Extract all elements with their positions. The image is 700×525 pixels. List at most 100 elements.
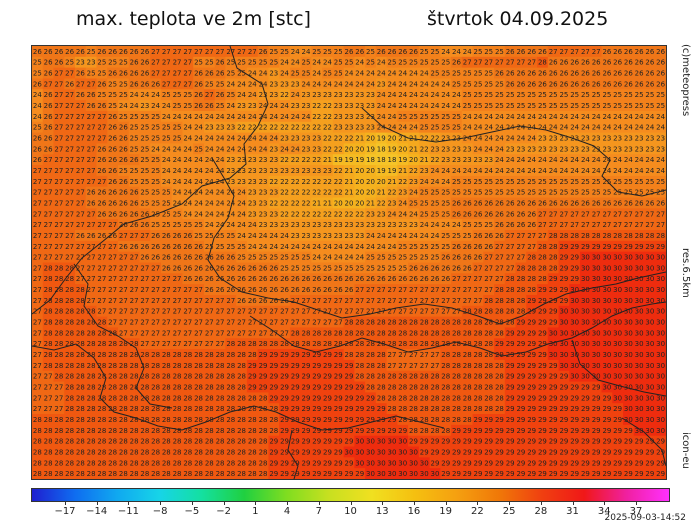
temperature-value: 25: [452, 113, 461, 121]
temperature-value: 26: [194, 91, 203, 99]
temperature-value: 29: [645, 438, 654, 446]
temperature-value: 24: [506, 124, 515, 132]
temperature-value: 30: [613, 286, 622, 294]
temperature-cell: [386, 208, 398, 220]
temperature-cell: [214, 305, 227, 318]
temperature-value: 23: [613, 145, 622, 153]
temperature-cell: [85, 262, 98, 274]
temperature-cell: [504, 381, 517, 393]
temperature-cell: [246, 446, 259, 458]
temperature-value: 24: [248, 80, 257, 88]
temperature-value: 28: [463, 329, 472, 337]
temperature-value: 27: [420, 297, 429, 305]
temperature-value: 23: [280, 167, 289, 175]
temperature-cell: [128, 338, 141, 350]
temperature-value: 25: [388, 254, 397, 262]
temperature-cell: [182, 230, 194, 242]
temperature-cell: [225, 284, 237, 296]
temperature-cell: [332, 381, 345, 393]
temperature-value: 23: [302, 221, 311, 229]
temperature-cell: [64, 294, 76, 307]
temperature-value: 26: [441, 254, 450, 262]
temperature-cell: [504, 359, 517, 372]
temperature-value: 29: [538, 448, 547, 456]
temperature-cell: [429, 67, 441, 80]
temperature-cell: [365, 294, 377, 307]
temperature-value: 28: [269, 405, 278, 413]
temperature-value: 30: [549, 351, 558, 359]
temperature-value: 27: [312, 297, 321, 305]
temperature-cell: [569, 414, 581, 426]
temperature-value: 27: [65, 189, 74, 197]
temperature-cell: [139, 240, 151, 253]
temperature-cell: [117, 197, 130, 209]
temperature-cell: [547, 121, 560, 134]
temperature-cell: [451, 100, 463, 112]
temperature-value: 23: [248, 167, 257, 175]
temperature-value: 25: [463, 70, 472, 78]
temperature-value: 29: [312, 405, 321, 413]
temperature-cell: [53, 305, 65, 318]
temperature-value: 27: [549, 221, 558, 229]
temperature-value: 28: [484, 308, 493, 316]
temperature-value: 24: [216, 156, 225, 164]
temperature-cell: [53, 175, 65, 188]
temperature-cell: [85, 78, 98, 90]
temperature-value: 20: [355, 178, 364, 186]
temperature-value: 24: [635, 113, 644, 121]
temperature-cell: [53, 143, 65, 155]
temperature-value: 30: [570, 286, 579, 294]
temperature-cell: [117, 305, 130, 318]
temperature-value: 25: [495, 48, 504, 56]
temperature-value: 28: [473, 329, 482, 337]
temperature-cell: [139, 186, 151, 199]
temperature-value: 28: [140, 459, 149, 467]
temperature-value: 30: [602, 308, 611, 316]
temperature-value: 29: [570, 405, 579, 413]
temperature-value: 28: [366, 351, 375, 359]
temperature-value: 26: [613, 80, 622, 88]
temperature-cell: [472, 208, 484, 220]
temperature-cell: [612, 349, 624, 361]
temperature-value: 28: [248, 340, 257, 348]
temperature-cell: [547, 175, 560, 188]
temperature-cell: [32, 56, 44, 69]
temperature-value: 29: [291, 383, 300, 391]
temperature-value: 26: [140, 70, 149, 78]
temperature-cell: [150, 110, 162, 123]
temperature-value: 29: [635, 438, 644, 446]
temperature-cell: [365, 219, 377, 231]
temperature-value: 28: [151, 438, 160, 446]
temperature-value: 28: [130, 438, 139, 446]
temperature-cell: [332, 294, 345, 307]
temperature-cell: [289, 132, 302, 145]
temperature-cell: [150, 403, 162, 415]
temperature-value: 26: [173, 254, 182, 262]
temperature-map[interactable]: 26 26 26 26 26 25 26 26 26 26 26 27 27 27 27 27 27 27 27 27…: [31, 45, 667, 480]
temperature-value: 25: [463, 221, 472, 229]
temperature-cell: [429, 446, 441, 458]
temperature-value: 26: [130, 243, 139, 251]
temperature-value: 25: [151, 199, 160, 207]
temperature-cell: [655, 46, 666, 58]
temperature-cell: [203, 392, 216, 404]
temperature-value: 29: [334, 373, 343, 381]
temperature-cell: [623, 468, 635, 479]
temperature-value: 24: [248, 70, 257, 78]
temperature-value: 25: [205, 59, 214, 67]
temperature-value: 22: [345, 135, 354, 143]
temperature-cell: [601, 110, 613, 123]
temperature-value: 29: [323, 438, 332, 446]
temperature-value: 29: [441, 448, 450, 456]
temperature-cell: [526, 284, 538, 296]
temperature-cell: [526, 338, 538, 350]
temperature-cell: [644, 305, 656, 318]
temperature-cell: [354, 392, 366, 404]
temperature-cell: [451, 165, 463, 177]
temperature-value: 24: [635, 124, 644, 132]
temperature-value: 26: [377, 48, 386, 56]
temperature-cell: [268, 100, 280, 112]
temperature-value: 28: [431, 373, 440, 381]
temperature-value: 28: [183, 351, 192, 359]
temperature-cell: [246, 197, 259, 209]
